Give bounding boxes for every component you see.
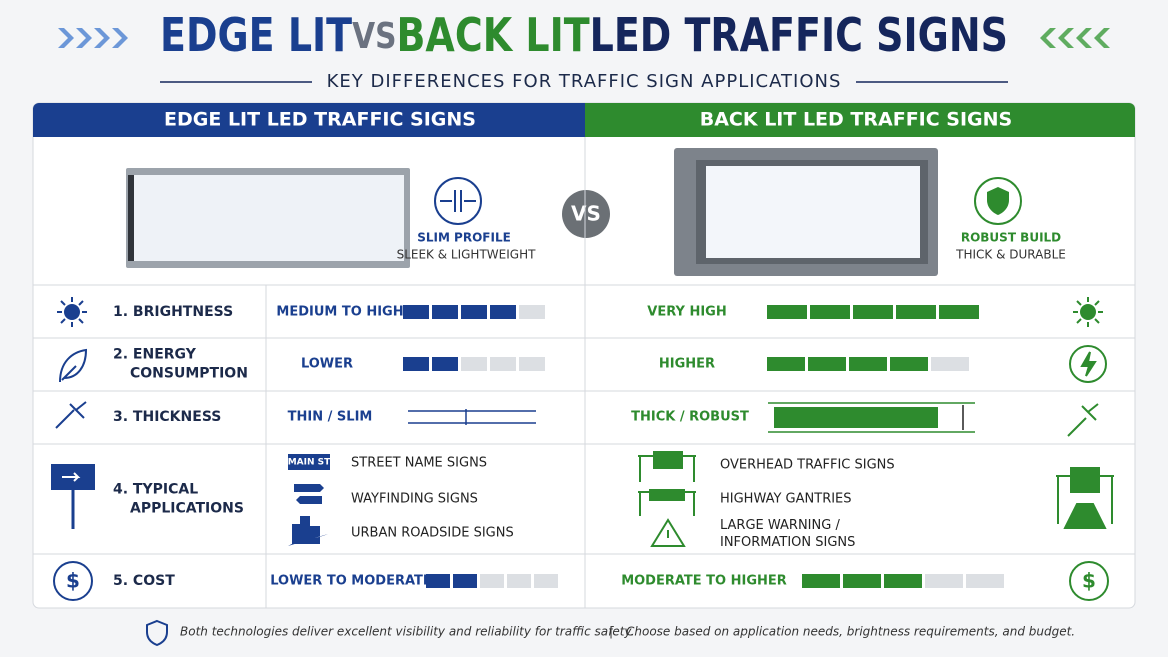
footer-shield (146, 619, 168, 647)
row-value: LOWER (301, 357, 353, 372)
row-label: 3. THICKNESS (113, 409, 221, 425)
row-icons-right (1056, 297, 1114, 601)
rating-segment (426, 574, 450, 588)
item-line: INFORMATION SIGNS (720, 535, 855, 550)
title-rest: LED TRAFFIC SIGNS (590, 8, 1008, 62)
row-value: HIGHER (659, 357, 715, 372)
rating-segment (808, 357, 846, 371)
chevrons-right (1040, 28, 1110, 48)
rating-segment (453, 574, 477, 588)
rating-segment (507, 574, 531, 588)
rating-segment (939, 305, 979, 319)
row-label: CONSUMPTION (130, 366, 248, 382)
application-item: WAYFINDING SIGNS (351, 492, 478, 507)
rating-segment (490, 357, 516, 371)
vs-badge (562, 190, 610, 238)
feature-title: SLIM PROFILE (417, 231, 511, 245)
rating-segment (534, 574, 558, 588)
shield (987, 187, 1009, 215)
item-line: LARGE WARNING / (720, 518, 840, 533)
row-value: THICK / ROBUST (631, 410, 749, 425)
rating-segment (810, 305, 850, 319)
slim-icon (434, 177, 482, 225)
thick-illustration (768, 402, 975, 433)
feature-desc: SLEEK & LIGHTWEIGHT (397, 248, 537, 262)
title-back: BACK LIT (396, 8, 590, 62)
rating-segment (931, 357, 969, 371)
rating-segment (403, 305, 429, 319)
slim-icon-lines (440, 190, 476, 212)
rating-segment (843, 574, 881, 588)
edge-header (33, 103, 585, 137)
vs-text: VS (571, 202, 601, 226)
footer-note: Both technologies deliver excellent visi… (180, 625, 634, 639)
rating-segment (432, 305, 458, 319)
row-label: APPLICATIONS (130, 501, 244, 517)
application-item: STREET NAME SIGNS (351, 456, 487, 471)
rating-segment (519, 305, 545, 319)
rating-segment (884, 574, 922, 588)
dollar-icon: $ (66, 569, 80, 593)
row-label: 1. BRIGHTNESS (113, 304, 233, 320)
thin-illustration (408, 409, 536, 425)
application-item: OVERHEAD TRAFFIC SIGNS (720, 458, 895, 473)
footer-note: Choose based on application needs, brigh… (626, 625, 1075, 639)
footer-separator: | (609, 625, 613, 639)
edge-lit-panel-image (126, 168, 410, 268)
rating-segment (432, 357, 458, 371)
column-heading: BACK LIT LED TRAFFIC SIGNS (700, 109, 1013, 131)
row-label: 4. TYPICAL (113, 482, 198, 498)
rating-segment (767, 357, 805, 371)
rating-segment (853, 305, 893, 319)
row-icons-left (51, 297, 95, 601)
row-value: MODERATE TO HIGHER (621, 574, 787, 589)
rating-segment (461, 357, 487, 371)
application-item: HIGHWAY GANTRIES (720, 492, 852, 507)
rating-segment (490, 305, 516, 319)
app-icons-right (638, 451, 696, 547)
rating-segment (519, 357, 545, 371)
rating-segment (461, 305, 487, 319)
row-label: 2. ENERGY (113, 347, 197, 363)
feature-desc: THICK & DURABLE (955, 248, 1066, 262)
app-icons-left (288, 454, 330, 546)
rating-segment (403, 357, 429, 371)
column-heading: EDGE LIT LED TRAFFIC SIGNS (164, 109, 476, 131)
table-lines (33, 137, 1135, 608)
rating-segment (890, 357, 928, 371)
row-value: LOWER TO MODERATE (270, 574, 432, 589)
back-header (585, 103, 1135, 137)
back-lit-panel-image (674, 148, 938, 276)
rating-segment (480, 574, 504, 588)
title-vs: VS (352, 16, 396, 57)
row-value: THIN / SLIM (288, 410, 373, 425)
rating-segment (802, 574, 840, 588)
dollar-icon: $ (1082, 569, 1096, 593)
rating-segment (896, 305, 936, 319)
application-item: URBAN ROADSIDE SIGNS (351, 526, 514, 541)
title-edge: EDGE LIT (160, 8, 353, 62)
main-st-icon-text: MAIN ST (288, 458, 331, 468)
feature-title: ROBUST BUILD (961, 231, 1061, 245)
rating-segment (849, 357, 887, 371)
row-label: 5. COST (113, 573, 175, 589)
row-value: VERY HIGH (647, 305, 726, 320)
rating-segment (966, 574, 1004, 588)
application-item: LARGE WARNING / INFORMATION SIGNS (720, 518, 855, 550)
rating-segment (925, 574, 963, 588)
title: EDGE LITVSBACK LITLED TRAFFIC SIGNS (160, 8, 1008, 62)
chevrons-left (58, 28, 128, 48)
subtitle: KEY DIFFERENCES FOR TRAFFIC SIGN APPLICA… (327, 71, 842, 92)
rating-segment (767, 305, 807, 319)
row-value: MEDIUM TO HIGH (276, 305, 403, 320)
